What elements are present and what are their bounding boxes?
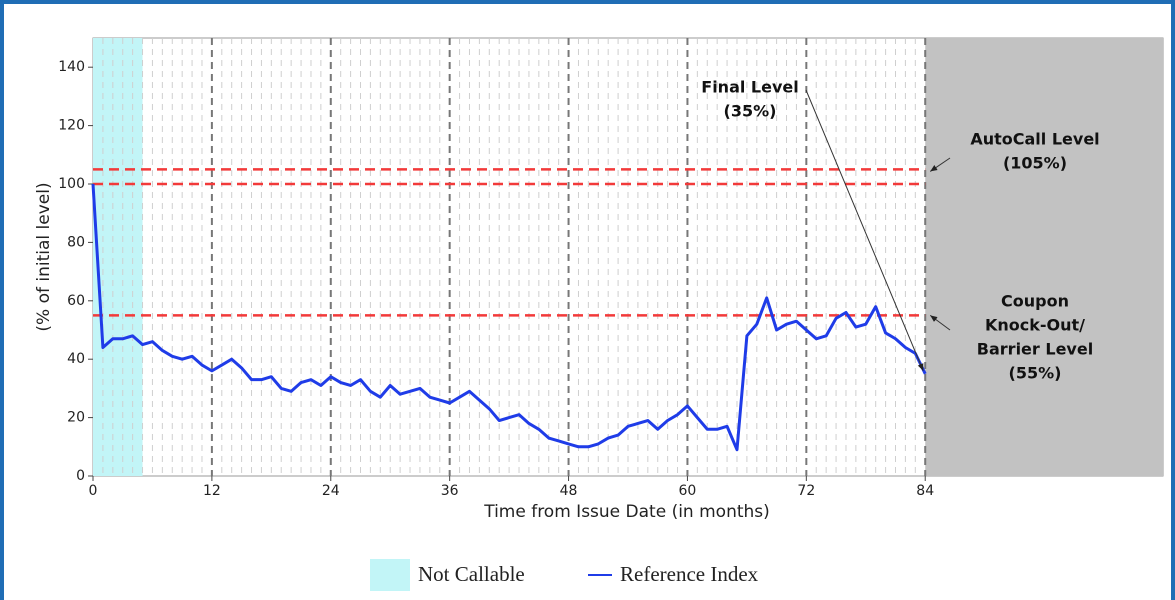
y-tick-label: 120 xyxy=(58,118,85,134)
y-tick-label: 80 xyxy=(67,234,85,250)
y-tick-label: 20 xyxy=(67,410,85,426)
annotation: (55%) xyxy=(1009,364,1062,383)
annotation: (35%) xyxy=(724,102,777,121)
annotation: AutoCall Level xyxy=(970,130,1099,149)
x-axis-label: Time from Issue Date (in months) xyxy=(483,502,770,522)
annotation-arrow xyxy=(929,157,951,172)
shaded-region xyxy=(93,38,143,476)
shaded-region xyxy=(925,38,1163,476)
annotation: Barrier Level xyxy=(977,340,1093,359)
legend-label: Reference Index xyxy=(620,562,759,586)
annotation-arrow xyxy=(929,314,951,331)
annotation: Knock-Out/ xyxy=(985,316,1085,335)
annotation: (105%) xyxy=(1003,154,1067,173)
x-tick-label: 48 xyxy=(560,483,578,499)
legend-swatch xyxy=(370,559,410,591)
legend-label: Not Callable xyxy=(418,562,525,586)
y-tick-label: 60 xyxy=(67,293,85,309)
annotation-arrow xyxy=(805,89,924,371)
x-tick-label: 84 xyxy=(916,483,934,499)
x-tick-label: 36 xyxy=(441,483,459,499)
x-tick-label: 0 xyxy=(89,483,98,499)
line xyxy=(91,183,927,452)
y-axis-label: (% of initial level) xyxy=(34,182,54,331)
y-tick-label: 0 xyxy=(76,468,85,484)
x-tick-label: 72 xyxy=(797,483,815,499)
y-tick-label: 100 xyxy=(58,176,85,192)
annotation: Coupon xyxy=(1001,292,1069,311)
annotation: Final Level xyxy=(701,78,798,97)
y-tick-label: 40 xyxy=(67,351,85,367)
x-tick-label: 12 xyxy=(203,483,221,499)
y-tick-label: 140 xyxy=(58,59,85,75)
x-tick-label: 24 xyxy=(322,483,340,499)
x-tick-label: 60 xyxy=(679,483,697,499)
